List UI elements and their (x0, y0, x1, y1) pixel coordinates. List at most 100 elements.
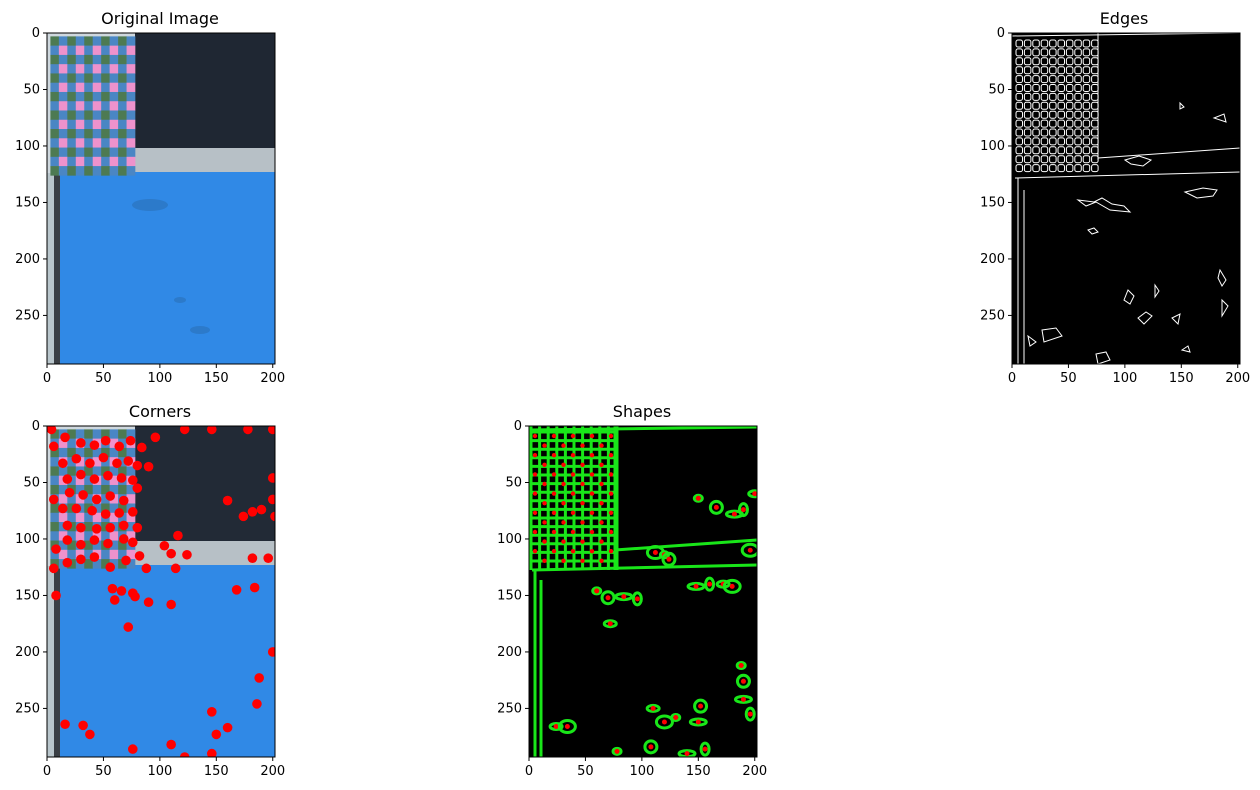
checker-cell (75, 457, 85, 467)
checker-cell (109, 64, 119, 74)
corner-point (116, 473, 127, 483)
shape-centroid (589, 529, 595, 535)
edge-cell (1049, 119, 1057, 128)
edge-cell (1040, 110, 1049, 119)
checker-cell (84, 147, 94, 158)
checker-cell (118, 36, 127, 46)
checker-cell (58, 101, 68, 111)
checker-cell (92, 503, 102, 514)
checker-cell (58, 138, 68, 148)
edge-cell (1057, 75, 1065, 84)
corner-point (78, 490, 88, 500)
checker-cell (118, 540, 127, 551)
corner-point (91, 494, 102, 505)
edge-cell (1040, 155, 1049, 164)
checker-cell (75, 73, 85, 84)
shape-centroid (702, 746, 708, 752)
edge-cell (1040, 66, 1049, 75)
checker-cell (84, 438, 94, 449)
edge-cell (1032, 48, 1040, 57)
checker-cell (126, 166, 136, 176)
checker-cell (84, 101, 94, 111)
shape-centroid (551, 529, 557, 535)
shape-centroid (551, 491, 557, 496)
shape-contour (722, 578, 742, 594)
shape-centroid (561, 443, 566, 448)
checker-cell (75, 36, 85, 46)
checker-cell (84, 36, 94, 46)
axes-frame (1011, 32, 1241, 365)
checker-cell (109, 82, 119, 93)
edge-cell (1065, 66, 1074, 75)
edge-cell (1023, 48, 1032, 57)
checker-cell (126, 82, 136, 93)
checker-cell (58, 36, 68, 46)
shape-centroid (542, 443, 547, 448)
edge-cell (1032, 101, 1040, 110)
checker-cell (118, 64, 127, 74)
edge-cell (1082, 48, 1091, 57)
checker-cell (109, 129, 119, 139)
edge-cell (1049, 101, 1057, 110)
panel-title: Original Image (101, 9, 219, 28)
checker-cell (67, 494, 77, 504)
checker-cell (109, 166, 119, 176)
checker-cell (126, 156, 136, 167)
axes-frame (46, 32, 276, 365)
checker-cell (92, 110, 102, 121)
edge-cell (1023, 66, 1032, 75)
shape-centroid (599, 558, 604, 563)
checker-cell (126, 531, 136, 541)
edge-cell (1049, 66, 1057, 75)
checker-cell (118, 466, 127, 477)
y-tick-label: 100 (497, 532, 522, 547)
corner-point (48, 563, 59, 574)
shape-centroid (561, 481, 566, 487)
checker-cell (126, 147, 136, 158)
corner-point (206, 426, 217, 435)
corner-point (127, 537, 138, 548)
shape-centroid (542, 462, 547, 467)
checker-cell (92, 119, 102, 130)
edge-cell (1015, 57, 1023, 66)
shape-centroid (608, 491, 614, 496)
edge-cell (1049, 155, 1057, 164)
corner-point (132, 460, 143, 471)
shape-centroid (608, 529, 614, 535)
edge-cell (1065, 75, 1074, 84)
edge-cell (1032, 155, 1040, 164)
edge-cell (1074, 66, 1082, 75)
x-tick-label: 50 (577, 764, 594, 779)
edge-cell (1074, 146, 1082, 155)
checker-cell (67, 101, 77, 111)
edge-cell (1057, 57, 1065, 66)
edges-image (1012, 33, 1240, 364)
shape-centroid (740, 678, 746, 684)
shape-centroid (707, 581, 713, 587)
x-tick-label: 200 (742, 764, 767, 779)
checker-cell (58, 549, 68, 560)
checker-cell (67, 129, 77, 139)
shape-centroid (740, 696, 746, 702)
y-tick-label: 200 (497, 645, 522, 660)
shape-centroid (589, 549, 595, 554)
checker-cell (126, 549, 136, 560)
checker-cell (126, 494, 136, 504)
corner-point (179, 426, 190, 435)
edge-cell (1023, 128, 1032, 137)
edge-cell (1065, 146, 1074, 155)
edge-cell (1057, 110, 1065, 119)
corner-point (116, 586, 127, 596)
checker-cell (58, 156, 68, 167)
corner-point (71, 453, 82, 464)
checker-cell (92, 73, 102, 84)
shape-centroid (661, 719, 667, 725)
checker-cell (92, 45, 102, 56)
checker-cell (126, 101, 136, 111)
checker-cell (118, 129, 127, 139)
checker-cell (75, 447, 85, 458)
corner-point (143, 461, 154, 472)
checker-cell (118, 166, 127, 176)
checker-cell (67, 45, 77, 56)
checker-cell (126, 119, 136, 130)
